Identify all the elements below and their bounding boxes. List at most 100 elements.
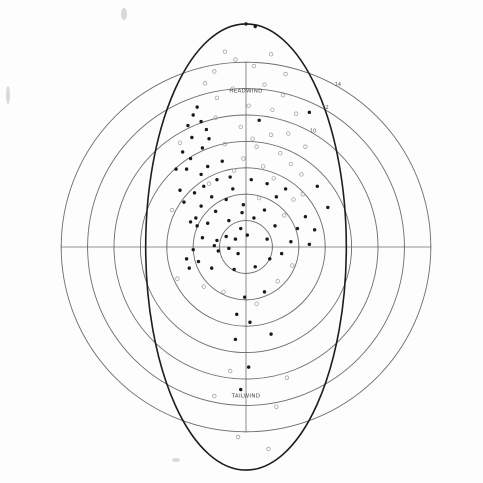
data-point-hollow [274, 404, 279, 409]
data-point-filled [204, 127, 209, 132]
data-point-filled [195, 224, 199, 228]
data-point-filled [244, 22, 248, 26]
data-point-filled [249, 177, 253, 182]
data-point-filled [289, 240, 293, 244]
data-point-hollow [280, 93, 286, 98]
data-point-hollow [278, 151, 283, 156]
data-point-filled [315, 184, 319, 188]
data-point-hollow [283, 71, 288, 77]
data-point-hollow [266, 446, 271, 452]
data-point-hollow [294, 111, 299, 116]
data-point-filled [199, 204, 203, 208]
data-point-filled [220, 159, 224, 163]
data-point-filled [206, 221, 210, 225]
data-point-filled [187, 266, 191, 270]
data-point-filled [295, 226, 300, 231]
data-point-hollow [214, 95, 220, 100]
data-point-filled [253, 24, 257, 29]
data-point-hollow [201, 284, 206, 289]
data-point-hollow [250, 136, 255, 141]
data-point-filled [184, 257, 189, 261]
data-point-hollow [246, 103, 251, 108]
data-point-hollow [177, 140, 183, 145]
data-point-filled [227, 246, 231, 251]
data-point-hollow [275, 279, 280, 284]
data-point-filled [192, 191, 197, 195]
data-point-hollow [231, 168, 237, 173]
data-point-filled [279, 251, 284, 256]
data-point-hollow [254, 301, 259, 306]
data-point-filled [233, 337, 238, 342]
data-point-hollow [213, 115, 218, 120]
data-point-hollow [222, 49, 228, 54]
ring-value-labels: 10 12 14 [310, 82, 341, 135]
data-point-filled [228, 175, 232, 179]
data-point-hollow [254, 144, 259, 149]
data-point-filled [224, 234, 228, 239]
data-point-hollow [230, 86, 235, 91]
data-point-hollow [268, 132, 274, 137]
data-point-hollow [233, 57, 238, 62]
data-point-filled [241, 203, 246, 207]
data-point-filled [212, 243, 217, 248]
data-point-filled [209, 266, 214, 270]
data-point-hollow [270, 107, 275, 112]
data-point-filled [303, 214, 308, 219]
data-point-hollow [206, 181, 212, 186]
data-point-filled [199, 172, 203, 177]
data-point-filled [213, 209, 218, 214]
data-point-filled [207, 137, 211, 141]
data-point-filled [326, 205, 330, 210]
data-point-hollow [288, 161, 294, 166]
data-point-hollow [228, 368, 233, 374]
data-point-hollow [299, 172, 304, 177]
data-point-filled [262, 290, 267, 294]
data-point-hollow [300, 192, 305, 197]
chart-axes [61, 62, 431, 432]
data-point-filled [178, 188, 182, 192]
data-point-filled [245, 233, 250, 237]
data-point-hollow [175, 276, 180, 281]
data-point-hollow [241, 156, 246, 161]
data-point-filled [231, 187, 235, 191]
data-point-filled [188, 156, 193, 161]
data-point-filled [174, 167, 178, 171]
data-point-hollow [286, 131, 291, 136]
data-point-hollow [202, 81, 208, 86]
data-point-filled [206, 164, 210, 169]
data-point-filled [186, 123, 190, 128]
data-point-hollow [268, 52, 274, 57]
data-point-hollow [222, 141, 228, 147]
data-point-hollow [284, 375, 290, 380]
tailwind-label: TAILWIND [231, 393, 261, 399]
data-point-hollow [303, 144, 308, 149]
data-point-hollow [291, 197, 296, 202]
data-point-filled [200, 146, 205, 150]
data-point-filled [224, 197, 228, 202]
data-point-hollow [271, 176, 276, 181]
data-point-filled [283, 187, 288, 191]
data-point-filled [216, 249, 220, 253]
data-point-filled [265, 237, 269, 241]
data-point-filled [253, 265, 257, 269]
data-point-filled [190, 135, 194, 140]
data-point-filled [242, 295, 247, 299]
data-points [169, 22, 330, 452]
data-point-filled [227, 218, 231, 223]
data-point-filled [209, 195, 214, 199]
data-point-filled [215, 177, 219, 182]
data-point-filled [252, 216, 256, 220]
data-point-filled [262, 208, 267, 212]
data-point-filled [194, 216, 198, 220]
data-point-filled [312, 228, 317, 232]
data-point-filled [232, 267, 236, 272]
data-point-filled [191, 247, 195, 252]
data-point-filled [188, 220, 193, 224]
data-point-filled [191, 113, 195, 117]
data-point-filled [248, 320, 252, 324]
paper-smudges [6, 8, 180, 462]
data-point-filled [239, 226, 243, 231]
data-point-hollow [212, 69, 217, 74]
data-point-filled [235, 312, 239, 317]
data-point-filled [268, 257, 272, 261]
